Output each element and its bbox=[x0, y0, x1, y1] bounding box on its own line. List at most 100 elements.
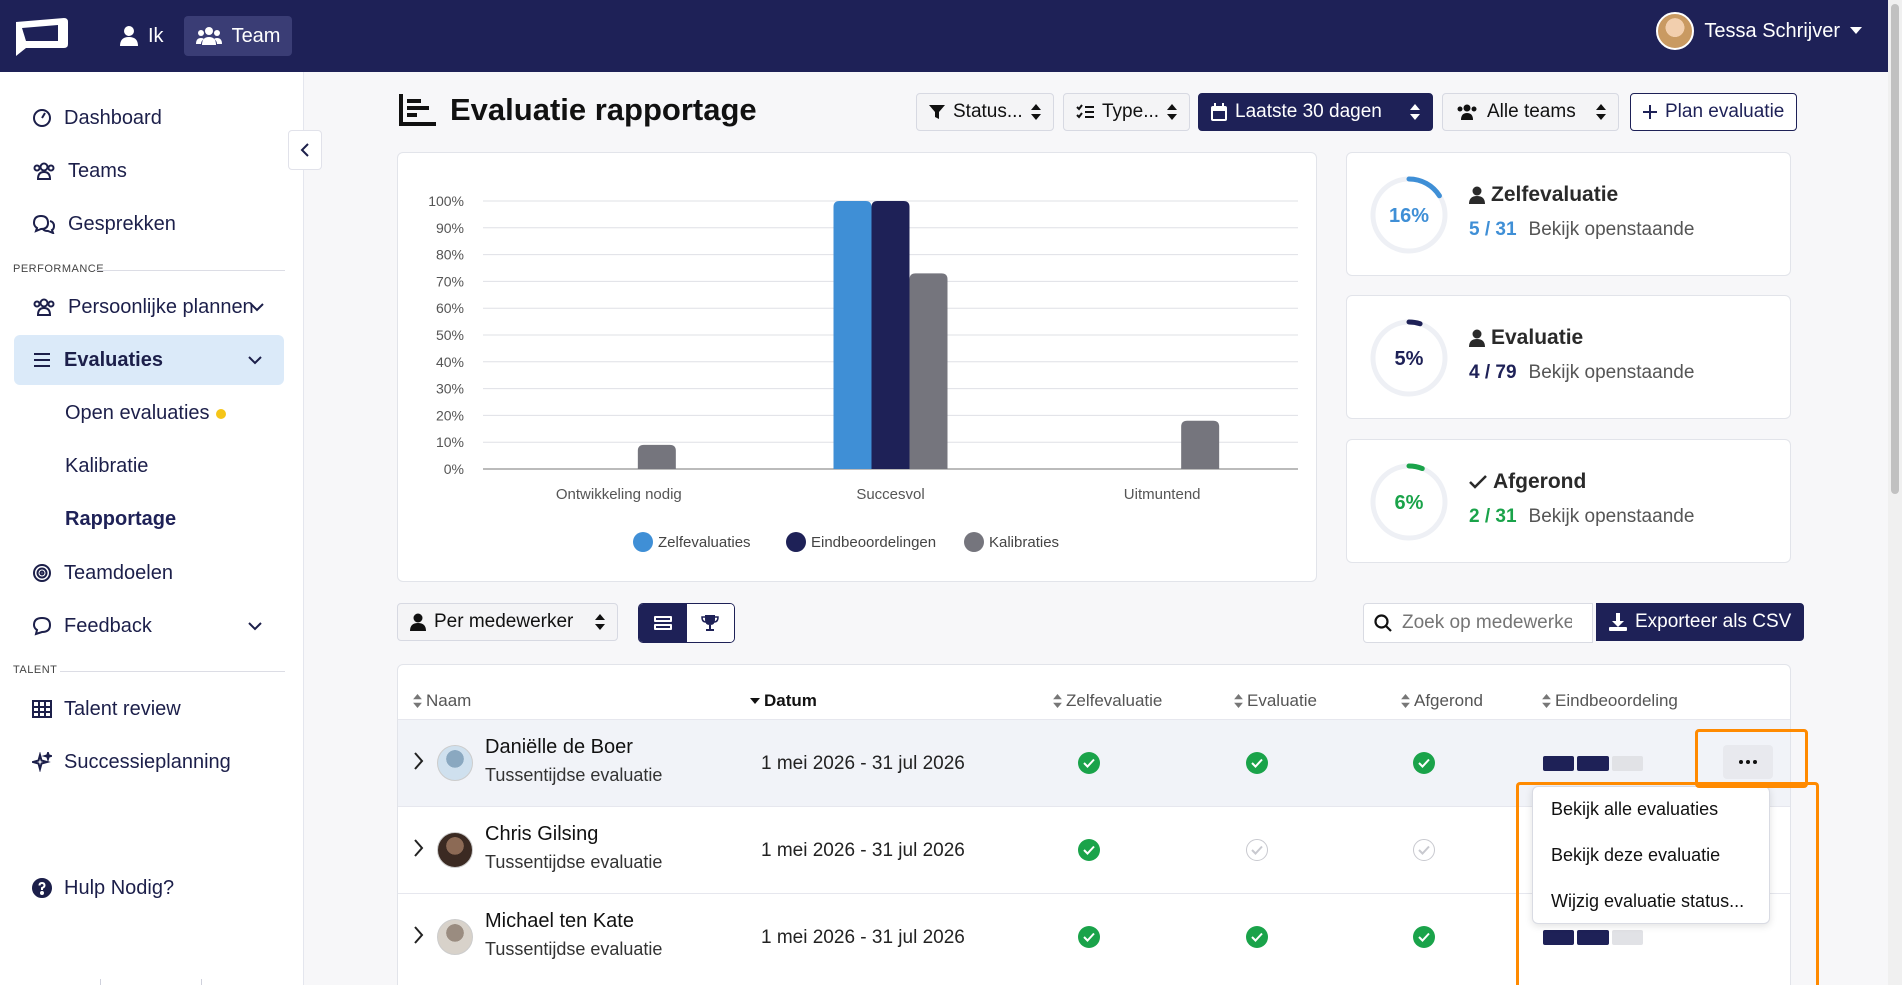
app-logo[interactable] bbox=[12, 16, 70, 56]
sidebar-item-label: Gesprekken bbox=[68, 212, 176, 235]
chevron-right-icon[interactable] bbox=[412, 750, 424, 772]
legend-item[interactable]: Eindbeoordelingen bbox=[786, 532, 936, 552]
evaluation-date: 1 mei 2026 - 31 jul 2026 bbox=[761, 840, 965, 861]
sidebar-item-dashboard[interactable]: Dashboard bbox=[14, 93, 284, 143]
sidebar-item-gesprekken[interactable]: Gesprekken bbox=[14, 199, 284, 249]
chevron-right-icon[interactable] bbox=[412, 924, 424, 946]
progress-ring: 16% bbox=[1370, 176, 1448, 254]
bar-eindbeoordelingen[interactable] bbox=[871, 201, 910, 469]
sidebar-item-talent-review[interactable]: Talent review bbox=[14, 684, 284, 734]
teams-filter[interactable]: Alle teams bbox=[1442, 93, 1619, 131]
y-tick-label: 100% bbox=[428, 193, 464, 209]
users-icon bbox=[33, 162, 55, 180]
user-avatar bbox=[1656, 12, 1695, 50]
bekijk-openstaande-link[interactable]: Bekijk openstaande bbox=[1528, 506, 1695, 527]
y-tick-label: 50% bbox=[436, 327, 464, 343]
ellipsis-icon bbox=[1753, 760, 1757, 764]
sidebar-item-feedback[interactable]: Feedback bbox=[14, 601, 284, 651]
sidebar-item-label: Dashboard bbox=[64, 106, 162, 129]
stat-count: 2 / 31 bbox=[1469, 506, 1517, 527]
sparkles-icon bbox=[32, 752, 52, 772]
list-icon bbox=[34, 353, 50, 367]
period-filter[interactable]: Laatste 30 dagen bbox=[1198, 93, 1433, 131]
list-view-button[interactable] bbox=[639, 604, 687, 642]
column-header-datum[interactable]: Datum bbox=[750, 691, 817, 711]
legend-label: Zelfevaluaties bbox=[658, 534, 751, 551]
comments-icon bbox=[32, 214, 56, 234]
sidebar-item-hulp[interactable]: Hulp Nodig? bbox=[14, 863, 284, 913]
sort-icon bbox=[1401, 694, 1410, 708]
sidebar-item-label: Teams bbox=[68, 159, 127, 182]
table-row[interactable]: Michael ten Kate Tussentijdse evaluatie … bbox=[398, 893, 1790, 980]
y-tick-label: 30% bbox=[436, 381, 464, 397]
table-row[interactable]: Chris Gilsing Tussentijdse evaluatie 1 m… bbox=[398, 806, 1790, 893]
ranking-view-button[interactable] bbox=[686, 604, 734, 642]
sidebar-item-successieplanning[interactable]: Successieplanning bbox=[14, 737, 284, 787]
group-by-select[interactable]: Per medewerker bbox=[397, 603, 618, 641]
employee-name[interactable]: Chris Gilsing bbox=[485, 823, 599, 845]
legend-item[interactable]: Zelfevaluaties bbox=[633, 532, 751, 552]
menu-item-bekijk-alle[interactable]: Bekijk alle evaluaties bbox=[1551, 799, 1719, 819]
topnav-team[interactable]: Team bbox=[183, 16, 293, 56]
collapse-sidebar-button[interactable] bbox=[288, 130, 322, 170]
column-header-evaluatie[interactable]: Evaluatie bbox=[1234, 691, 1317, 711]
check-circle-icon bbox=[1078, 926, 1100, 948]
column-header-label: Zelfevaluatie bbox=[1066, 691, 1163, 710]
export-csv-button[interactable]: Exporteer als CSV bbox=[1596, 603, 1805, 641]
page-scrollbar[interactable] bbox=[1888, 0, 1902, 985]
bar-kalibraties[interactable] bbox=[909, 273, 948, 469]
sidebar-item-teamdoelen[interactable]: Teamdoelen bbox=[14, 548, 284, 598]
row-actions-button[interactable] bbox=[1723, 745, 1773, 779]
calendar-icon bbox=[1211, 103, 1227, 121]
stat-summary: 4 / 79 Bekijk openstaande bbox=[1469, 362, 1694, 384]
sidebar-item-teams[interactable]: Teams bbox=[14, 146, 284, 196]
sort-icon bbox=[595, 614, 605, 630]
employee-name[interactable]: Michael ten Kate bbox=[485, 910, 634, 932]
stat-title-text: Afgerond bbox=[1493, 470, 1587, 493]
plan-evaluatie-button[interactable]: Plan evaluatie bbox=[1630, 93, 1798, 131]
page-title: Evaluatie rapportage bbox=[398, 92, 757, 128]
column-header-label: Naam bbox=[426, 691, 472, 710]
column-header-eindbeoordeling[interactable]: Eindbeoordeling bbox=[1542, 691, 1678, 711]
search-input[interactable] bbox=[1402, 612, 1572, 634]
top-navigation-bar: Ik Team Tessa Schrijver bbox=[0, 0, 1902, 72]
bar-kalibraties[interactable] bbox=[637, 444, 676, 469]
bar-kalibraties[interactable] bbox=[1181, 420, 1220, 469]
sidebar: Dashboard Teams Gesprekken PERFORMANCE P… bbox=[0, 72, 304, 985]
topnav-ik[interactable]: Ik bbox=[108, 16, 176, 56]
sidebar-subitem-kalibratie[interactable]: Kalibratie bbox=[65, 455, 149, 477]
trophy-icon bbox=[701, 615, 720, 631]
sort-desc-icon bbox=[750, 698, 760, 704]
sidebar-subitem-rapportage[interactable]: Rapportage bbox=[65, 508, 177, 530]
sidebar-subitem-open-evaluaties[interactable]: Open evaluaties bbox=[65, 402, 226, 425]
status-filter[interactable]: Status... bbox=[916, 93, 1054, 131]
scrollbar-thumb[interactable] bbox=[1891, 4, 1899, 494]
bekijk-openstaande-link[interactable]: Bekijk openstaande bbox=[1528, 219, 1695, 240]
menu-item-bekijk-deze[interactable]: Bekijk deze evaluatie bbox=[1551, 845, 1721, 865]
user-menu[interactable]: Tessa Schrijver bbox=[1656, 12, 1862, 50]
grid-icon bbox=[32, 700, 52, 718]
chevron-right-icon[interactable] bbox=[412, 837, 424, 859]
legend-label: Eindbeoordelingen bbox=[811, 534, 936, 551]
type-filter[interactable]: Type... bbox=[1063, 93, 1191, 131]
column-header-afgerond[interactable]: Afgerond bbox=[1401, 691, 1483, 711]
column-header-zelfevaluatie[interactable]: Zelfevaluatie bbox=[1053, 691, 1162, 711]
bekijk-openstaande-link[interactable]: Bekijk openstaande bbox=[1528, 362, 1695, 383]
empty-check-icon bbox=[1246, 839, 1268, 861]
sidebar-item-label: Talent review bbox=[64, 697, 181, 720]
stat-title: Zelfevaluatie bbox=[1469, 183, 1618, 207]
sort-icon bbox=[1167, 104, 1178, 120]
menu-item-wijzig-status[interactable]: Wijzig evaluatie status... bbox=[1551, 891, 1745, 911]
employee-name[interactable]: Daniëlle de Boer bbox=[485, 736, 633, 758]
progress-ring: 6% bbox=[1370, 463, 1448, 541]
legend-item[interactable]: Kalibraties bbox=[964, 532, 1059, 552]
sidebar-item-evaluaties[interactable]: Evaluaties bbox=[14, 335, 284, 385]
column-header-naam[interactable]: Naam bbox=[413, 691, 471, 711]
comment-icon bbox=[32, 616, 52, 636]
sidebar-item-persoonlijke-plannen[interactable]: Persoonlijke plannen bbox=[14, 282, 284, 332]
legend-swatch bbox=[633, 532, 653, 552]
bar-zelfevaluaties[interactable] bbox=[833, 201, 872, 469]
stat-title: Afgerond bbox=[1469, 470, 1586, 494]
y-tick-label: 70% bbox=[436, 273, 464, 289]
evaluation-type: Tussentijdse evaluatie bbox=[485, 852, 663, 872]
